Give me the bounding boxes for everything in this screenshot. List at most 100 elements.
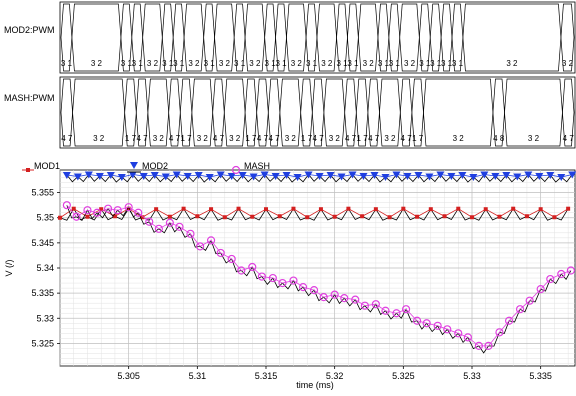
mod2-bus-value: 3 1	[347, 59, 359, 68]
point-mod2	[337, 173, 346, 181]
mod2-bus-value: 3 1	[306, 59, 318, 68]
point-mash	[154, 224, 163, 233]
point-mod1	[71, 206, 76, 211]
mod2-bus-value: 3 2	[219, 59, 231, 68]
point-mod2	[458, 172, 467, 180]
legend-marker-mod1	[26, 168, 30, 172]
mod2-bus-value: 3 1	[121, 59, 133, 68]
mod2-bus-value: 3 1	[419, 59, 431, 68]
x-axis-label: time (ms)	[296, 380, 334, 390]
point-mod2	[524, 171, 533, 179]
mod2-bus-segment	[560, 3, 575, 72]
point-mod1	[140, 215, 145, 220]
mash-bus-value: 1 7	[301, 134, 313, 143]
point-mod2	[502, 172, 511, 180]
point-mod2	[326, 172, 335, 180]
mash-bus-value: 4 7	[136, 134, 148, 143]
point-mod2	[238, 172, 247, 180]
point-mod1	[112, 214, 117, 219]
point-mod1	[85, 214, 90, 219]
legend: MOD1 MOD2 MASH	[22, 161, 270, 175]
point-mod1	[318, 207, 323, 212]
mash-bus-value: 4 7	[313, 134, 325, 143]
x-tick-label: 5.335	[529, 371, 552, 381]
y-tick-label: 5.335	[31, 288, 54, 298]
mash-bus-value: 1 7	[125, 134, 137, 143]
point-mash	[289, 276, 298, 285]
point-mod1	[428, 207, 433, 212]
point-mod2	[139, 173, 148, 181]
point-mod2	[436, 171, 445, 179]
point-mash	[134, 208, 143, 217]
point-mod1	[222, 215, 227, 220]
mod2-bus-value: 3 1	[173, 59, 185, 68]
point-mash	[186, 229, 195, 238]
point-mod1	[277, 214, 282, 219]
mod2-bus-value: 3 1	[234, 59, 246, 68]
point-mod2	[359, 173, 368, 181]
point-mash	[309, 286, 319, 295]
mash-bus-value: 3 2	[197, 134, 209, 143]
mod2-bus-value: 3 1	[452, 59, 464, 68]
mod2-bus-value: 3 1	[378, 59, 390, 68]
x-tick-label: 5.325	[392, 371, 415, 381]
point-mash	[124, 203, 133, 212]
point-mash	[381, 306, 390, 315]
point-mash	[248, 262, 257, 272]
point-mod2	[106, 172, 115, 180]
mod2-bus-value: 3 1	[204, 59, 216, 68]
point-mod2	[216, 171, 225, 179]
point-mash	[443, 325, 452, 334]
point-mod2	[535, 173, 544, 181]
x-tick-label: 5.315	[255, 371, 278, 381]
point-mash	[92, 208, 102, 217]
point-mod1	[401, 206, 406, 211]
mod2-bus-value: 3 1	[162, 59, 174, 68]
point-mash	[546, 274, 555, 284]
series-line-mash	[66, 204, 572, 347]
point-mod1	[387, 215, 392, 220]
point-mod1	[524, 214, 529, 219]
point-mash	[298, 282, 308, 292]
point-mod1	[373, 207, 378, 212]
point-mod2	[271, 173, 280, 181]
point-mod1	[332, 214, 337, 219]
x-tick-label: 5.32	[326, 371, 344, 381]
point-mod2	[62, 172, 71, 180]
legend-marker-mod2	[130, 162, 138, 169]
y-tick-label: 5.355	[31, 188, 54, 198]
point-mod2	[205, 174, 214, 182]
point-mod2	[392, 171, 401, 179]
point-mod1	[497, 214, 502, 219]
point-mash	[62, 201, 71, 210]
point-mash	[360, 301, 369, 310]
point-mod1	[305, 215, 310, 220]
mod2-bus-value: 3 2	[363, 59, 375, 68]
y-tick-label: 5.325	[31, 338, 54, 348]
point-mod1	[538, 207, 543, 212]
legend-label-mod1: MOD1	[34, 161, 60, 171]
point-mash	[484, 341, 493, 350]
point-mod2	[513, 173, 522, 181]
mod2-bus-value: 3 2	[147, 59, 159, 68]
point-mod1	[346, 206, 351, 211]
mash-bus-value: 4 7	[401, 134, 413, 143]
point-mash	[227, 254, 236, 264]
mash-bus-value: 3 2	[528, 134, 540, 143]
mash-bus-value: 4 8	[493, 134, 505, 143]
point-mash	[83, 206, 92, 215]
mod2-bus-value: 3 2	[562, 59, 574, 68]
mash-bus-value: 3 2	[384, 134, 396, 143]
point-mod1	[250, 214, 255, 219]
point-mod2	[469, 174, 478, 182]
mod2-bus-value: 3 1	[265, 59, 277, 68]
point-mod1	[167, 214, 172, 219]
point-mash	[319, 293, 328, 302]
mash-bus-value: 3 2	[453, 134, 465, 143]
mash-bus-value: 4 7	[213, 134, 225, 143]
x-tick-label: 5.31	[189, 371, 207, 381]
x-tick-label: 5.33	[463, 371, 481, 381]
mod2-bus-value: 3 2	[91, 59, 103, 68]
